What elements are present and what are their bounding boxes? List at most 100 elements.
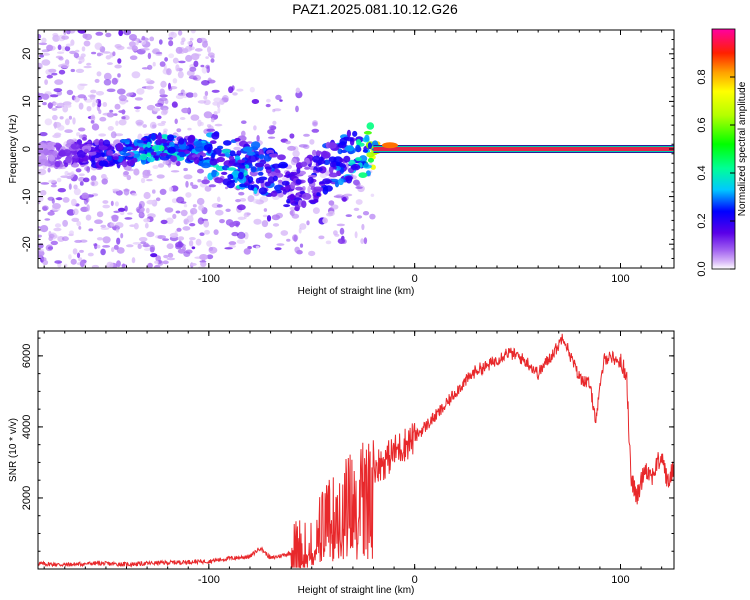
heatmap-cell bbox=[133, 168, 140, 176]
heatmap-cell bbox=[50, 94, 59, 98]
heatmap-cell bbox=[82, 137, 87, 141]
heatmap-cell bbox=[199, 232, 205, 236]
heatmap-cell bbox=[366, 152, 375, 158]
heatmap-cell bbox=[88, 228, 94, 232]
heatmap-cell bbox=[291, 171, 298, 176]
heatmap-cell bbox=[145, 207, 150, 214]
heatmap-cell bbox=[222, 95, 229, 103]
heatmap-cell bbox=[86, 204, 90, 212]
heatmap-cell bbox=[216, 156, 225, 163]
heatmap-cell bbox=[195, 238, 202, 246]
heatmap-cell bbox=[213, 111, 218, 115]
heatmap-cell bbox=[202, 41, 208, 48]
heatmap-cell bbox=[205, 64, 210, 69]
heatmap-cell bbox=[233, 146, 241, 151]
heatmap-cell bbox=[178, 60, 186, 64]
heatmap-cell bbox=[253, 218, 262, 225]
heatmap-cell bbox=[72, 117, 76, 125]
heatmap-cell bbox=[191, 154, 201, 159]
heatmap-cell bbox=[189, 223, 196, 227]
heatmap-cell bbox=[110, 131, 117, 139]
heatmap-cell bbox=[252, 198, 260, 204]
heatmap-cell bbox=[336, 162, 341, 167]
heatmap-cell bbox=[353, 207, 360, 211]
heatmap-cell bbox=[311, 128, 320, 133]
heatmap-cell bbox=[341, 196, 347, 202]
heatmap-cell bbox=[339, 137, 348, 146]
snr-xlabel: Height of straight line (km) bbox=[298, 585, 415, 596]
heatmap-cell bbox=[355, 144, 361, 153]
heatmap-cell bbox=[355, 186, 363, 189]
heatmap-cell bbox=[238, 171, 244, 180]
heatmap-cell bbox=[194, 48, 203, 52]
heatmap-cell bbox=[83, 65, 92, 69]
heatmap-cell bbox=[102, 139, 111, 147]
heatmap-cell bbox=[234, 137, 241, 142]
heatmap-cell bbox=[286, 238, 291, 242]
heatmap-cell bbox=[299, 223, 307, 230]
colorbar-tick-label: 0.4 bbox=[696, 165, 708, 180]
heatmap-cell bbox=[124, 217, 133, 220]
heatmap-cell bbox=[70, 258, 77, 265]
heatmap-cell bbox=[179, 117, 186, 120]
heatmap-cell bbox=[316, 192, 321, 197]
heatmap-cell bbox=[40, 182, 50, 185]
heatmap-cell bbox=[299, 243, 304, 248]
heatmap-cell bbox=[235, 222, 239, 228]
heatmap-cell bbox=[217, 107, 221, 114]
heatmap-cell bbox=[65, 43, 73, 47]
heatmap-cell bbox=[201, 66, 208, 74]
heatmap-cell bbox=[63, 30, 67, 36]
heatmap-cell bbox=[175, 244, 183, 250]
heatmap-cell bbox=[96, 71, 102, 77]
heatmap-cell bbox=[68, 115, 72, 120]
heatmap-cell bbox=[97, 52, 104, 56]
heatmap-cell bbox=[96, 237, 103, 241]
heatmap-cell bbox=[115, 120, 119, 126]
colorbar: 0.0 0.2 0.4 0.6 0.8 Normalized spectral ampl… bbox=[696, 28, 748, 277]
heatmap-cell bbox=[166, 257, 176, 261]
heatmap-cell bbox=[102, 200, 109, 204]
heatmap-cell bbox=[44, 79, 48, 85]
heatmap-cell bbox=[265, 103, 271, 108]
heatmap-cell bbox=[73, 95, 80, 103]
heatmap-cell bbox=[77, 30, 87, 34]
heatmap-cell bbox=[290, 181, 296, 190]
heatmap-cell bbox=[346, 129, 351, 138]
heatmap-cell bbox=[60, 63, 70, 69]
heatmap-cell bbox=[83, 148, 89, 154]
heatmap-cell bbox=[290, 158, 298, 166]
heatmap-cell bbox=[358, 172, 368, 179]
heatmap-cell bbox=[203, 144, 213, 152]
heatmap-cell bbox=[315, 167, 323, 172]
snr-y-tick-label: 4000 bbox=[21, 415, 33, 439]
heatmap-cell bbox=[83, 40, 91, 47]
heatmap-cell bbox=[238, 165, 246, 169]
heatmap-cell bbox=[257, 171, 264, 176]
heatmap-cell bbox=[38, 42, 48, 46]
heatmap-cell bbox=[131, 257, 136, 264]
heatmap-cell bbox=[79, 181, 84, 186]
spectrogram-x-tick-label: 100 bbox=[611, 273, 629, 285]
heatmap-cell bbox=[221, 171, 228, 175]
heatmap-cell bbox=[255, 245, 260, 249]
heatmap-cell bbox=[199, 254, 208, 261]
heatmap-cell bbox=[290, 209, 295, 217]
heatmap-cell bbox=[41, 257, 47, 261]
heatmap-cell bbox=[247, 195, 255, 203]
spectrogram-xlabel: Height of straight line (km) bbox=[298, 286, 415, 297]
heatmap-cell bbox=[275, 94, 282, 101]
heatmap-cell bbox=[163, 254, 169, 259]
heatmap-cell bbox=[204, 90, 209, 97]
heatmap-cell bbox=[76, 220, 82, 227]
heatmap-cell bbox=[112, 188, 120, 192]
heatmap-cell bbox=[322, 178, 332, 185]
heatmap-cell bbox=[64, 129, 73, 134]
heatmap-cell bbox=[72, 248, 78, 255]
heatmap-cell bbox=[201, 179, 210, 185]
heatmap-cell bbox=[191, 184, 199, 189]
heatmap-cell bbox=[211, 132, 220, 140]
heatmap-cell bbox=[328, 156, 337, 163]
heatmap-cell bbox=[210, 117, 215, 123]
spectrogram-frame bbox=[37, 29, 675, 269]
